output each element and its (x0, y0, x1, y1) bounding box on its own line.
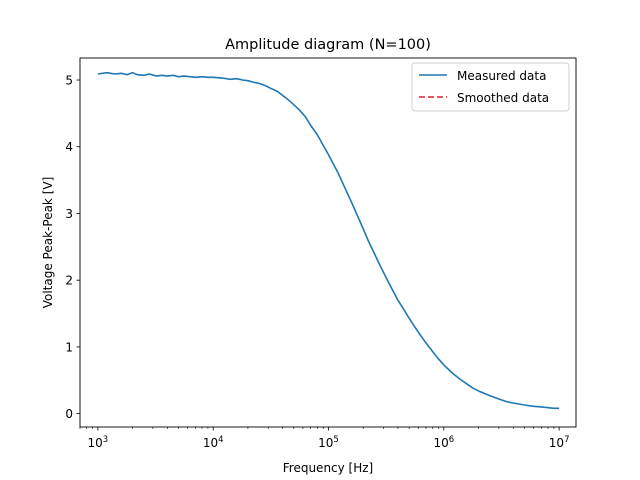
y-tick-label: 0 (65, 407, 73, 421)
axes-frame (79, 57, 577, 428)
chart-title: Amplitude diagram (N=100) (225, 37, 431, 53)
plot-area (79, 57, 577, 428)
legend-frame (411, 62, 570, 112)
y-axis-ticks: 0 1 2 3 4 5 (65, 74, 80, 421)
y-tick-label: 2 (65, 274, 73, 288)
y-tick-label: 1 (65, 340, 73, 354)
series-layer (97, 71, 560, 410)
y-tick-label: 5 (65, 74, 73, 88)
y-tick-label: 4 (65, 140, 73, 154)
x-axis-label: Frequency [Hz] (283, 461, 374, 475)
legend-label-measured: Measured data (457, 69, 546, 83)
y-tick-label: 3 (65, 207, 73, 221)
y-axis-label: Voltage Peak-Peak [V] (41, 177, 55, 309)
series-line-0 (97, 71, 560, 410)
legend-label-smoothed: Smoothed data (457, 91, 549, 105)
legend: Measured data Smoothed data (411, 62, 570, 112)
